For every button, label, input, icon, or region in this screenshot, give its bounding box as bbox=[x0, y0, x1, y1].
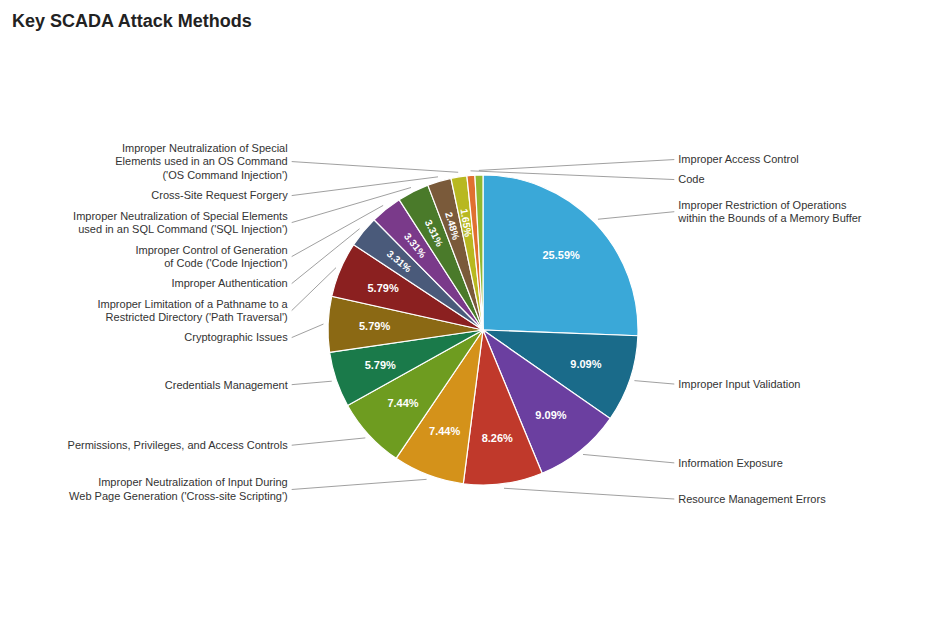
svg-text:Permissions, Privileges, and A: Permissions, Privileges, and Access Cont… bbox=[68, 439, 289, 451]
svg-text:9.09%: 9.09% bbox=[535, 409, 566, 421]
svg-text:5.79%: 5.79% bbox=[359, 320, 390, 332]
svg-text:Improper Neutralization of Spe: Improper Neutralization of Special Eleme… bbox=[73, 210, 288, 236]
svg-text:Cryptographic Issues: Cryptographic Issues bbox=[184, 331, 288, 343]
svg-text:7.44%: 7.44% bbox=[429, 425, 460, 437]
svg-text:25.59%: 25.59% bbox=[542, 249, 580, 261]
svg-text:Improper Access Control: Improper Access Control bbox=[678, 153, 798, 165]
svg-text:Cross-Site Request Forgery: Cross-Site Request Forgery bbox=[151, 189, 288, 201]
svg-text:2.48%: 2.48% bbox=[443, 211, 462, 241]
svg-text:Resource Management Errors: Resource Management Errors bbox=[678, 493, 826, 505]
html-text:Key SCADA Attack Methods: Key SCADA Attack Methods bbox=[12, 11, 252, 31]
svg-text:7.44%: 7.44% bbox=[387, 397, 418, 409]
svg-text:5.79%: 5.79% bbox=[365, 359, 396, 371]
svg-text:Improper Neutralization of Inp: Improper Neutralization of Input DuringW… bbox=[69, 476, 288, 502]
svg-text:Credentials Management: Credentials Management bbox=[165, 379, 288, 391]
svg-text:8.26%: 8.26% bbox=[482, 432, 513, 444]
svg-text:1.65%: 1.65% bbox=[458, 208, 473, 238]
svg-text:Improper Restriction of Operat: Improper Restriction of Operationswithin… bbox=[677, 199, 862, 225]
svg-text:3.31%: 3.31% bbox=[423, 218, 446, 248]
svg-text:Information Exposure: Information Exposure bbox=[678, 457, 783, 469]
svg-text:9.09%: 9.09% bbox=[570, 358, 601, 370]
svg-text:Improper Neutralization of Spe: Improper Neutralization of SpecialElemen… bbox=[115, 142, 287, 182]
svg-text:Improper Authentication: Improper Authentication bbox=[172, 277, 288, 289]
svg-text:Code: Code bbox=[678, 173, 704, 185]
svg-text:3.31%: 3.31% bbox=[385, 248, 414, 275]
svg-text:Improper Control of Generation: Improper Control of Generationof Code ('… bbox=[135, 244, 287, 270]
svg-text:Improper Input Validation: Improper Input Validation bbox=[678, 378, 800, 390]
svg-text:Improper Limitation of a Pathn: Improper Limitation of a Pathname to aRe… bbox=[98, 298, 289, 324]
svg-text:3.31%: 3.31% bbox=[402, 231, 428, 260]
svg-text:5.79%: 5.79% bbox=[368, 282, 399, 294]
